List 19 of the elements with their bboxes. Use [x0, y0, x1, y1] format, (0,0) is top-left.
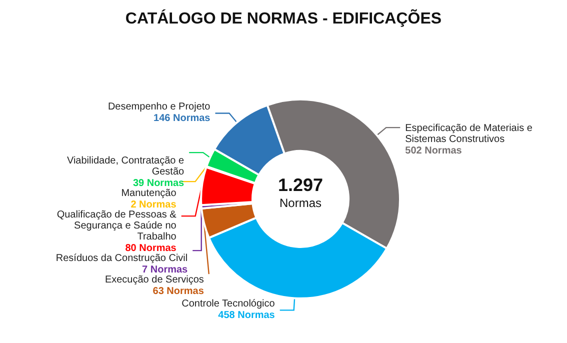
data-label: 146 Normas	[154, 113, 211, 124]
data-label: 39 Normas	[132, 178, 185, 190]
text: 1.297	[278, 175, 324, 195]
slice-label: Execução de Serviços	[104, 274, 204, 286]
slice-label: Controle Tecnológico	[182, 298, 276, 310]
data-label: 458 Normas	[218, 310, 276, 322]
slice-label: Manutenção	[121, 188, 177, 200]
text: Normas	[280, 196, 322, 210]
data-label: 502 Normas	[405, 146, 462, 157]
slice-label: Resíduos da Construção Civil	[56, 253, 188, 264]
chart-title: CATÁLOGO DE NORMAS - EDIFICAÇÕES	[125, 8, 442, 28]
data-label: 80 Normas	[125, 243, 177, 254]
data-label: 63 Normas	[152, 286, 204, 298]
slice-label: Qualificação de Pessoas & Segurança e Saúde no Trabalho	[56, 210, 177, 243]
slice-label: Desempenho e Projeto	[108, 102, 211, 113]
slice-label: Especificação de Materiais e Sistemas Construtivos	[405, 123, 533, 146]
data-label: 7 Normas	[142, 264, 188, 276]
slice-label: Viabilidade, Contratação e Gestão	[66, 156, 185, 178]
data-label: 2 Normas	[130, 200, 177, 211]
